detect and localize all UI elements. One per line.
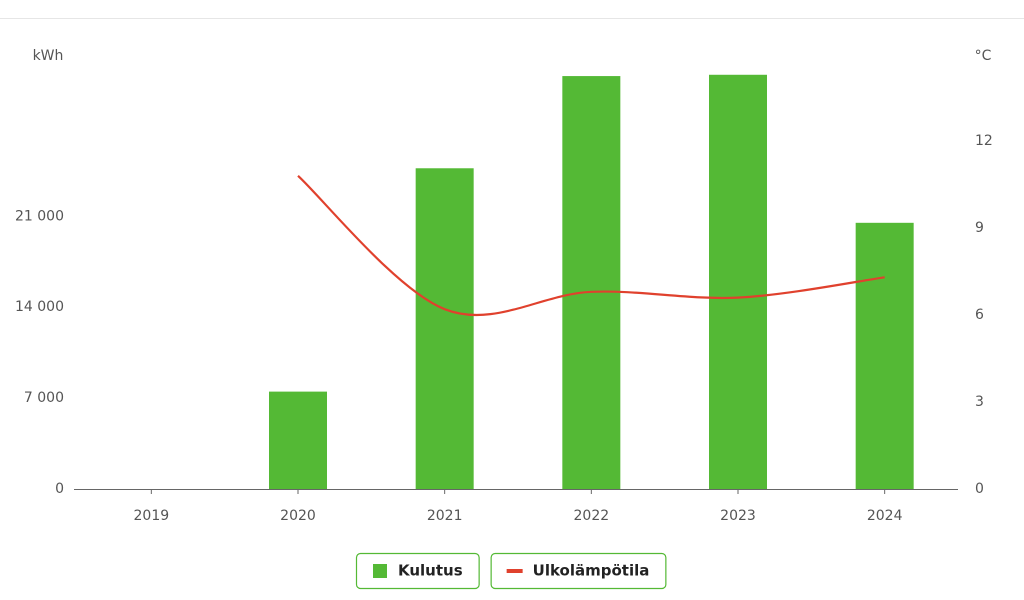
legend-swatch [373,564,387,578]
legend-box [490,552,667,590]
bar [562,76,621,490]
legend-item: Kulutus [355,552,480,590]
legend-box [355,552,480,590]
legend-label: Kulutus [398,562,463,580]
legend-label: Ulkolämpötila [533,562,650,580]
y-tick-label: 21 000 [15,208,64,224]
bar [269,391,327,489]
y2-tick-label: 3 [975,394,984,410]
y-tick-label: 14 000 [15,299,64,315]
y-tick-label: 7 000 [24,390,64,406]
bar [415,168,474,489]
legend-item: Ulkolämpötila [490,552,667,590]
y2-tick-label: 0 [975,481,984,497]
y2-tick-label: 6 [975,307,984,323]
x-tick-label: 2024 [867,508,903,524]
x-tick-label: 2019 [134,508,170,524]
y2-axis-title: °C [975,48,992,64]
x-tick-label: 2020 [280,508,316,524]
legend-swatch [506,569,523,573]
x-tick-label: 2022 [574,508,610,524]
y-tick-label: 0 [55,481,64,497]
y-axis-title: kWh [33,48,64,64]
y2-tick-label: 12 [975,133,993,149]
x-tick-label: 2023 [720,508,756,524]
bar [709,74,767,489]
bar [855,222,914,489]
y2-tick-label: 9 [975,220,984,236]
x-tick-label: 2021 [427,508,463,524]
line [297,174,885,317]
